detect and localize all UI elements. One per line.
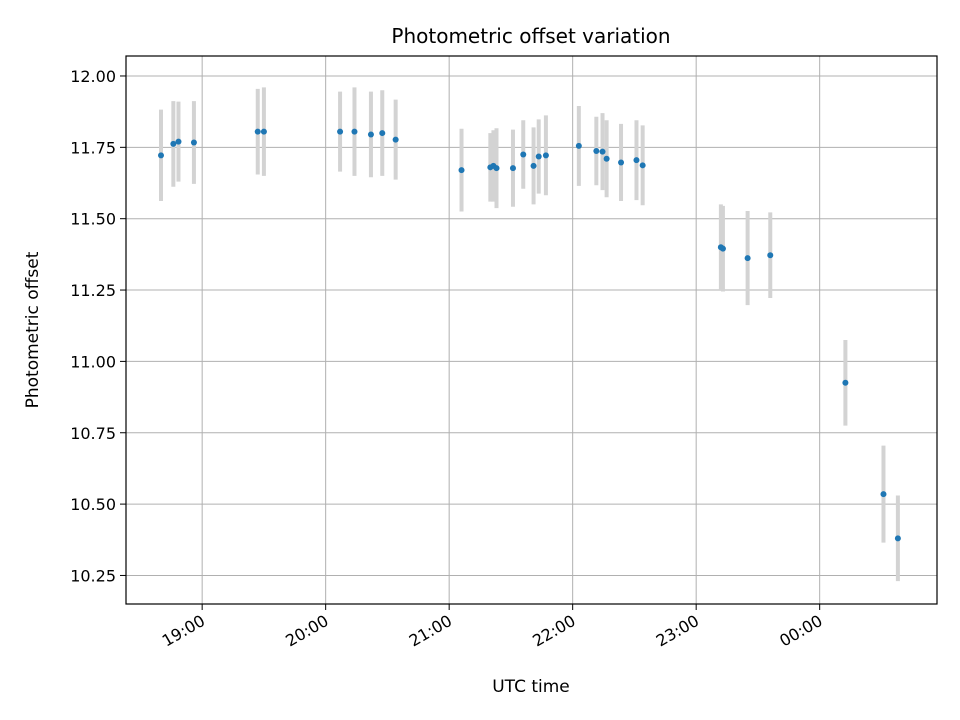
y-tick-label: 11.50 [70,210,116,229]
data-point [379,130,386,137]
data-point [575,142,582,149]
x-axis-label: UTC time [492,677,570,697]
data-point [894,535,901,542]
data-point [618,159,625,166]
data-point [254,128,261,135]
data-point [458,167,465,174]
grid [126,56,937,604]
data-point [880,491,887,498]
data-point [744,255,751,262]
data-point [633,157,640,164]
data-point [842,379,849,386]
data-point [260,128,267,135]
data-point [530,162,537,169]
y-tick-label: 12.00 [70,67,116,86]
y-tick-label: 11.25 [70,281,116,300]
y-tick-label: 10.50 [70,495,116,514]
data-point [542,152,549,159]
data-point [157,152,164,159]
data-point [767,252,774,259]
data-point [493,165,500,172]
data-points [157,128,901,542]
data-point [337,128,344,135]
data-point [535,153,542,160]
y-tick-label: 10.75 [70,424,116,443]
data-point [175,138,182,145]
plot-frame [125,55,938,605]
data-point [599,148,606,155]
y-axis-label: Photometric offset [23,251,43,408]
y-tick-label: 11.75 [70,138,116,157]
data-point [719,245,726,252]
data-point [509,165,516,172]
y-axis-ticks: 12.00 11.75 11.50 11.25 11.00 10.75 10.50 10.25 [70,67,126,585]
chart-title: Photometric offset variation [391,24,670,48]
data-point [593,148,600,155]
data-point [639,162,646,169]
data-point [392,136,399,143]
y-tick-label: 11.00 [70,352,116,371]
y-tick-label: 10.25 [70,566,116,585]
data-point [170,140,177,147]
data-point [351,128,358,135]
data-point [520,151,527,158]
data-point [190,139,197,146]
data-point [367,131,374,138]
data-point [603,155,610,162]
